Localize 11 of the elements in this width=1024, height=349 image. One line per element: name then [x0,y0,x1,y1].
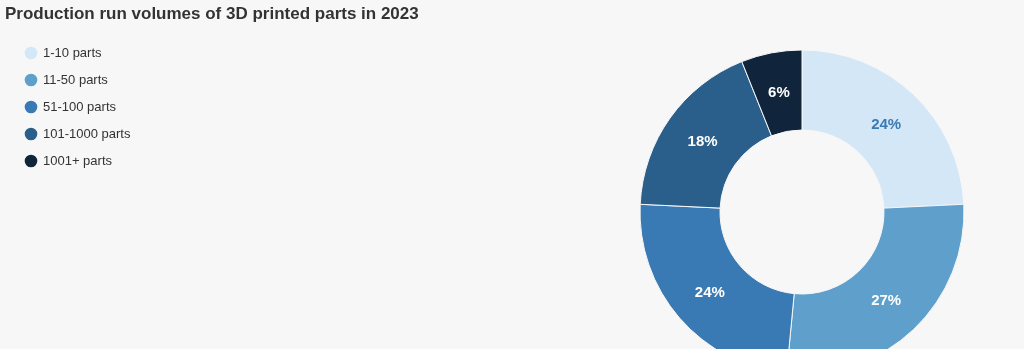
legend-label: 101-1000 parts [43,126,131,141]
chart-title: Production run volumes of 3D printed parts in 2023 [5,4,419,23]
legend-label: 51-100 parts [43,99,117,114]
data-label: 27% [871,291,902,309]
legend-label: 1001+ parts [43,153,113,168]
legend-label: 11-50 parts [43,72,109,87]
data-label: 18% [687,132,718,150]
data-label: 24% [871,114,902,132]
data-label: 24% [694,282,725,300]
data-label: 6% [768,83,790,101]
legend-label: 1-10 parts [43,45,103,60]
